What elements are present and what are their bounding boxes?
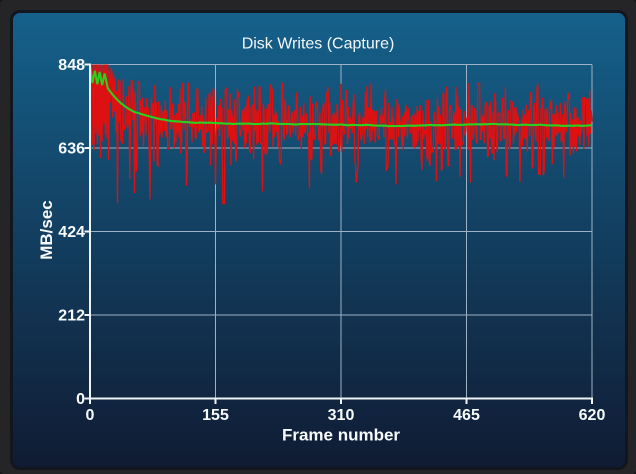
svg-text:212: 212 — [58, 308, 85, 325]
svg-text:424: 424 — [58, 224, 85, 241]
svg-text:0: 0 — [86, 407, 95, 424]
svg-text:636: 636 — [58, 141, 85, 158]
svg-text:Frame number: Frame number — [282, 426, 400, 445]
svg-text:MB/sec: MB/sec — [37, 200, 56, 260]
svg-text:155: 155 — [202, 407, 229, 424]
svg-text:848: 848 — [58, 57, 85, 74]
svg-text:620: 620 — [579, 407, 606, 424]
svg-text:465: 465 — [453, 407, 480, 424]
svg-text:Disk Writes (Capture): Disk Writes (Capture) — [242, 36, 395, 53]
svg-text:0: 0 — [76, 391, 85, 408]
svg-text:310: 310 — [328, 407, 355, 424]
